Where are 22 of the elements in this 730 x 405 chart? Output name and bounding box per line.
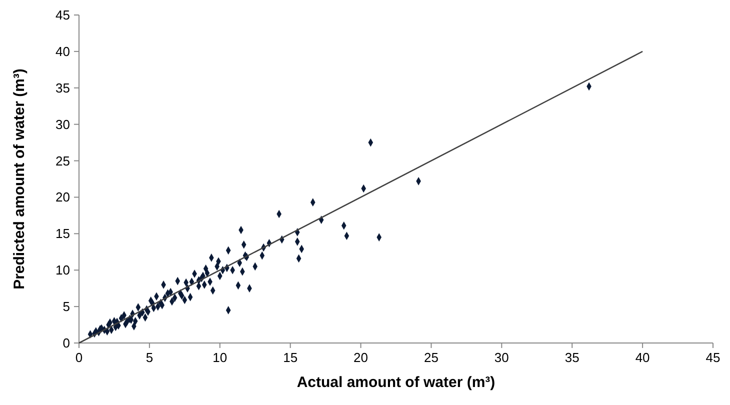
x-tick-label: 40 [635,350,650,365]
y-tick-label: 20 [56,190,70,205]
y-tick-label: 5 [62,299,70,314]
x-tick-label: 20 [354,350,368,365]
y-tick-label: 30 [56,116,70,132]
x-axis-title: Actual amount of water (m³) [296,374,496,391]
x-tick-label: 30 [494,350,509,365]
x-tick-label: 5 [146,350,154,365]
x-tick-label: 0 [75,350,83,365]
y-tick-label: 40 [56,44,70,59]
y-tick-label: 35 [56,80,70,96]
x-tick-label: 15 [283,350,298,365]
x-tick-label: 25 [424,350,438,365]
y-tick-label: 45 [56,8,70,22]
y-tick-label: 10 [56,262,70,278]
y-tick-label: 25 [56,153,70,168]
x-tick-label: 10 [212,350,228,365]
x-tick-label: 45 [706,350,720,365]
y-tick-label: 15 [56,226,70,242]
y-tick-label: 0 [62,336,70,350]
y-axis-title: Predicted amount of water (m³) [11,68,28,290]
x-tick-label: 35 [564,350,580,365]
